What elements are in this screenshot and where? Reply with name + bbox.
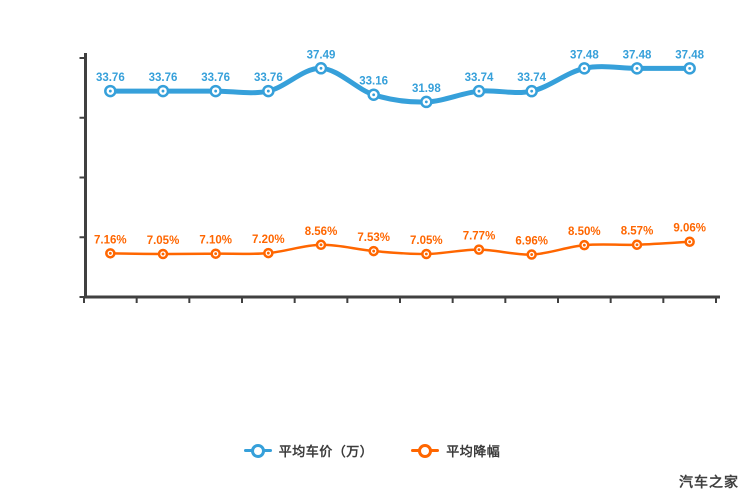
data-point: 31.98	[412, 83, 441, 109]
series-avg-price: 33.76 33.76 33.76 33.76 37.49 33.16 31.98 33.74…	[96, 49, 705, 109]
legend-item-avg-discount[interactable]: 平均降幅	[411, 441, 500, 460]
chart-legend: 平均车价（万） 平均降幅	[0, 441, 744, 460]
data-point: 7.77%	[463, 231, 496, 255]
legend-label-avg-price: 平均车价（万）	[278, 444, 374, 459]
point-center-dot-icon	[530, 253, 534, 256]
data-point: 37.48	[675, 49, 705, 75]
data-label: 8.56%	[305, 226, 338, 238]
data-label: 37.49	[307, 49, 336, 61]
point-center-dot-icon	[266, 251, 270, 255]
point-center-dot-icon	[530, 89, 534, 93]
data-point: 7.53%	[357, 232, 390, 257]
data-label: 6.96%	[515, 236, 548, 248]
data-label: 37.48	[623, 49, 652, 61]
data-label: 37.48	[675, 49, 704, 61]
data-point: 33.76	[201, 72, 230, 98]
data-label: 8.57%	[621, 226, 654, 238]
data-point: 33.16	[359, 76, 388, 101]
point-center-dot-icon	[214, 252, 218, 256]
point-center-dot-icon	[424, 252, 428, 256]
point-center-dot-icon	[319, 243, 323, 247]
point-center-dot-icon	[635, 243, 639, 247]
series-avg-discount: 7.16% 7.05% 7.10% 7.20% 8.56% 7.53% 7.05% 7.77%…	[94, 223, 706, 260]
data-label: 33.76	[96, 72, 125, 84]
data-label: 33.76	[201, 72, 230, 84]
data-label: 37.48	[570, 49, 599, 61]
data-point: 7.05%	[410, 235, 443, 260]
data-label: 7.10%	[199, 235, 232, 247]
data-point: 8.56%	[305, 226, 338, 251]
legend-ring-icon	[418, 443, 433, 458]
point-center-dot-icon	[214, 89, 218, 93]
point-center-dot-icon	[372, 249, 376, 253]
data-point: 7.05%	[147, 235, 180, 260]
orange-line-marker-icon	[411, 443, 440, 458]
data-point: 33.76	[96, 72, 125, 98]
data-point: 7.10%	[199, 235, 232, 259]
legend-label-avg-discount: 平均降幅	[446, 444, 501, 459]
point-center-dot-icon	[582, 66, 586, 70]
data-label: 8.50%	[568, 226, 601, 238]
data-point: 8.50%	[568, 226, 601, 251]
point-center-dot-icon	[266, 89, 270, 93]
data-point: 37.49	[307, 49, 336, 75]
data-label: 33.74	[465, 72, 494, 84]
data-label: 33.16	[359, 76, 388, 88]
data-point: 7.16%	[94, 234, 127, 259]
series-line	[109, 240, 691, 256]
point-center-dot-icon	[108, 251, 112, 255]
data-point: 33.74	[517, 72, 547, 98]
data-label: 9.06%	[673, 223, 706, 235]
data-point: 33.76	[254, 72, 283, 98]
data-point: 8.57%	[621, 226, 654, 250]
data-label: 33.76	[254, 72, 283, 84]
data-point: 33.74	[465, 72, 494, 98]
series-line	[107, 64, 693, 105]
point-center-dot-icon	[424, 100, 428, 104]
point-center-dot-icon	[582, 243, 586, 247]
point-center-dot-icon	[319, 66, 323, 70]
point-center-dot-icon	[161, 89, 165, 93]
point-center-dot-icon	[161, 252, 165, 256]
data-label: 33.76	[149, 72, 178, 84]
data-point: 37.48	[570, 49, 599, 75]
data-label: 7.05%	[410, 235, 443, 247]
point-center-dot-icon	[477, 89, 481, 93]
legend-ring-icon	[250, 443, 265, 458]
data-label: 7.53%	[357, 232, 390, 244]
data-point: 6.96%	[515, 236, 548, 260]
point-center-dot-icon	[477, 248, 481, 252]
data-label: 7.20%	[252, 234, 285, 246]
data-label: 7.05%	[147, 235, 180, 247]
data-label: 33.74	[517, 72, 546, 84]
data-label: 7.16%	[94, 234, 127, 246]
point-center-dot-icon	[108, 89, 112, 93]
legend-item-avg-price[interactable]: 平均车价（万）	[243, 441, 374, 460]
data-point: 33.76	[149, 72, 178, 98]
data-point: 9.06%	[673, 223, 706, 247]
point-center-dot-icon	[372, 93, 376, 97]
point-center-dot-icon	[688, 66, 692, 70]
point-center-dot-icon	[688, 240, 692, 244]
point-center-dot-icon	[635, 66, 639, 70]
data-point: 37.48	[623, 49, 652, 75]
blue-line-marker-icon	[243, 443, 272, 458]
autohome-watermark: 汽车之家	[679, 474, 739, 490]
data-point: 7.20%	[252, 234, 285, 259]
data-label: 7.77%	[463, 231, 496, 243]
data-label: 31.98	[412, 83, 441, 95]
